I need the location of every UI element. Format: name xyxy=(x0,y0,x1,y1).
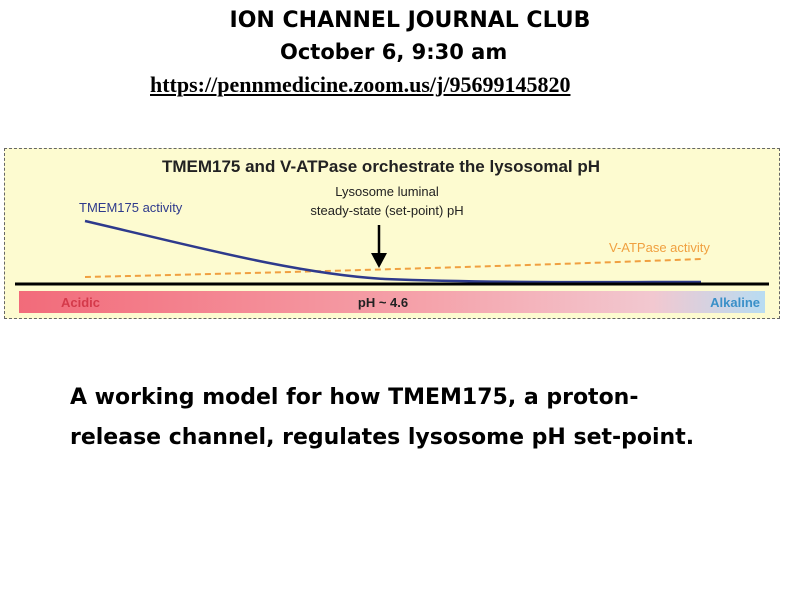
journal-club-title: ION CHANNEL JOURNAL CLUB xyxy=(229,8,591,33)
caption-line2: release channel, regulates lysosome pH s… xyxy=(70,425,695,450)
vatpase-activity-label: V-ATPase activity xyxy=(609,240,710,255)
acidic-label: Acidic xyxy=(61,295,100,310)
ph-scale-bar xyxy=(19,291,765,313)
caption: A working model for how TMEM175, a proto… xyxy=(70,378,770,458)
ph-value-label: pH ~ 4.6 xyxy=(358,295,408,310)
zoom-link[interactable]: https://pennmedicine.zoom.us/j/956991458… xyxy=(150,72,571,97)
set-point-label-line1: Lysosome luminal xyxy=(335,184,439,199)
tmem175-activity-curve xyxy=(84,219,702,284)
diagram-title: TMEM175 and V-ATPase orchestrate the lys… xyxy=(162,157,600,176)
ph-diagram: TMEM175 and V-ATPase orchestrate the lys… xyxy=(4,148,780,319)
ph-diagram-svg: TMEM175 and V-ATPase orchestrate the lys… xyxy=(15,157,769,313)
vatpase-activity-curve xyxy=(84,258,702,278)
set-point-arrow-head xyxy=(371,253,387,268)
meeting-date: October 6, 9:30 am xyxy=(280,40,508,64)
caption-line1: A working model for how TMEM175, a proto… xyxy=(70,385,639,410)
set-point-label-line2: steady-state (set-point) pH xyxy=(310,203,463,218)
tmem175-activity-label: TMEM175 activity xyxy=(79,200,183,215)
alkaline-label: Alkaline xyxy=(710,295,760,310)
